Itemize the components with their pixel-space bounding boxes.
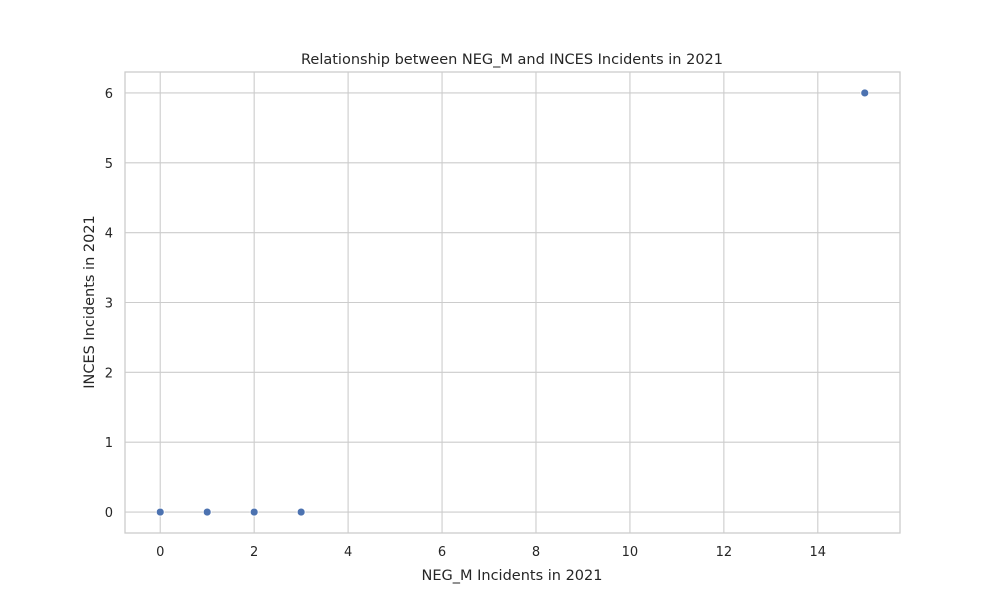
y-tick-label: 6: [105, 87, 113, 102]
x-tick-label: 12: [716, 545, 733, 560]
plot-frame: [124, 71, 901, 534]
data-point: [249, 507, 259, 517]
data-point: [860, 88, 870, 98]
x-tick-label: 10: [622, 545, 639, 560]
y-tick-label: 3: [105, 297, 113, 312]
x-tick-label: 4: [344, 545, 352, 560]
x-tick-label: 2: [250, 545, 258, 560]
y-tick-label: 5: [105, 157, 113, 172]
grid-lines: [125, 72, 900, 533]
x-tick-label: 8: [532, 545, 540, 560]
x-axis-label: NEG_M Incidents in 2021: [422, 568, 603, 584]
chart-title: Relationship between NEG_M and INCES Inc…: [301, 52, 723, 68]
x-tick-label: 0: [156, 545, 164, 560]
y-tick-label: 4: [105, 227, 113, 242]
data-point: [296, 507, 306, 517]
data-points: [155, 88, 870, 517]
data-point: [155, 507, 165, 517]
x-tick-labels: 0 2 4 6 8 10 12 14: [156, 545, 826, 560]
y-axis-label: INCES Incidents in 2021: [82, 215, 98, 389]
data-point: [202, 507, 212, 517]
x-tick-label: 6: [438, 545, 446, 560]
y-tick-labels: 0 1 2 3 4 5 6: [105, 87, 113, 521]
y-tick-label: 1: [105, 436, 113, 451]
y-tick-label: 2: [105, 366, 113, 381]
y-tick-label: 0: [105, 506, 113, 521]
x-tick-label: 14: [810, 545, 827, 560]
